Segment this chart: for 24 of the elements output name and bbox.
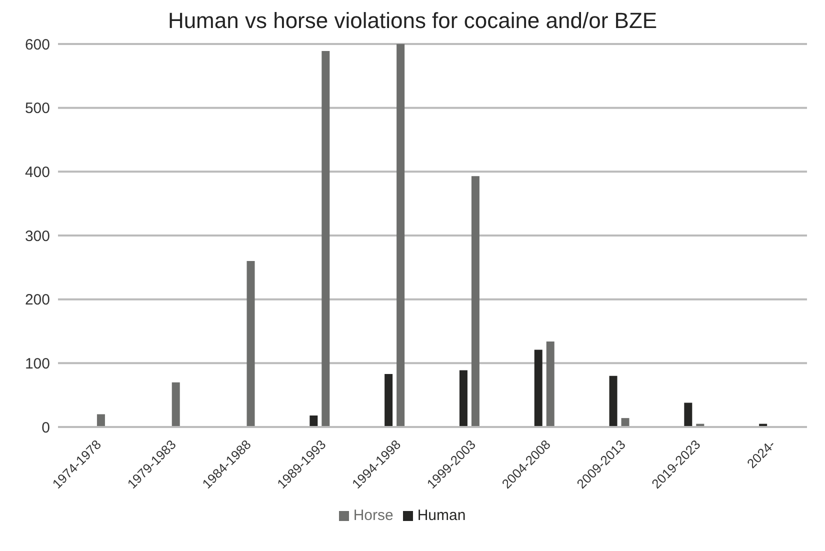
bar bbox=[609, 376, 618, 427]
bar bbox=[246, 261, 255, 427]
bar bbox=[322, 51, 330, 427]
y-tick-label: 400 bbox=[24, 164, 50, 181]
bar bbox=[471, 176, 480, 427]
y-tick-label: 500 bbox=[24, 100, 50, 118]
y-tick-label: 100 bbox=[24, 355, 50, 372]
bar bbox=[546, 341, 554, 427]
y-tick-label: 0 bbox=[42, 419, 50, 436]
y-tick-label: 300 bbox=[24, 228, 50, 245]
bar bbox=[396, 44, 405, 427]
bar bbox=[459, 370, 468, 427]
bar bbox=[310, 416, 318, 427]
y-tick-label: 200 bbox=[24, 292, 50, 309]
legend-label: Human bbox=[417, 507, 466, 524]
bar bbox=[621, 418, 630, 427]
y-tick-label: 600 bbox=[24, 36, 50, 54]
bar bbox=[534, 350, 542, 427]
bar bbox=[684, 402, 692, 427]
legend-label: Horse bbox=[353, 507, 394, 524]
bar bbox=[172, 382, 180, 427]
chart-title: Human vs horse violations for cocaine and/or BZE bbox=[166, 8, 658, 34]
bar bbox=[96, 414, 105, 427]
bar bbox=[384, 374, 393, 427]
